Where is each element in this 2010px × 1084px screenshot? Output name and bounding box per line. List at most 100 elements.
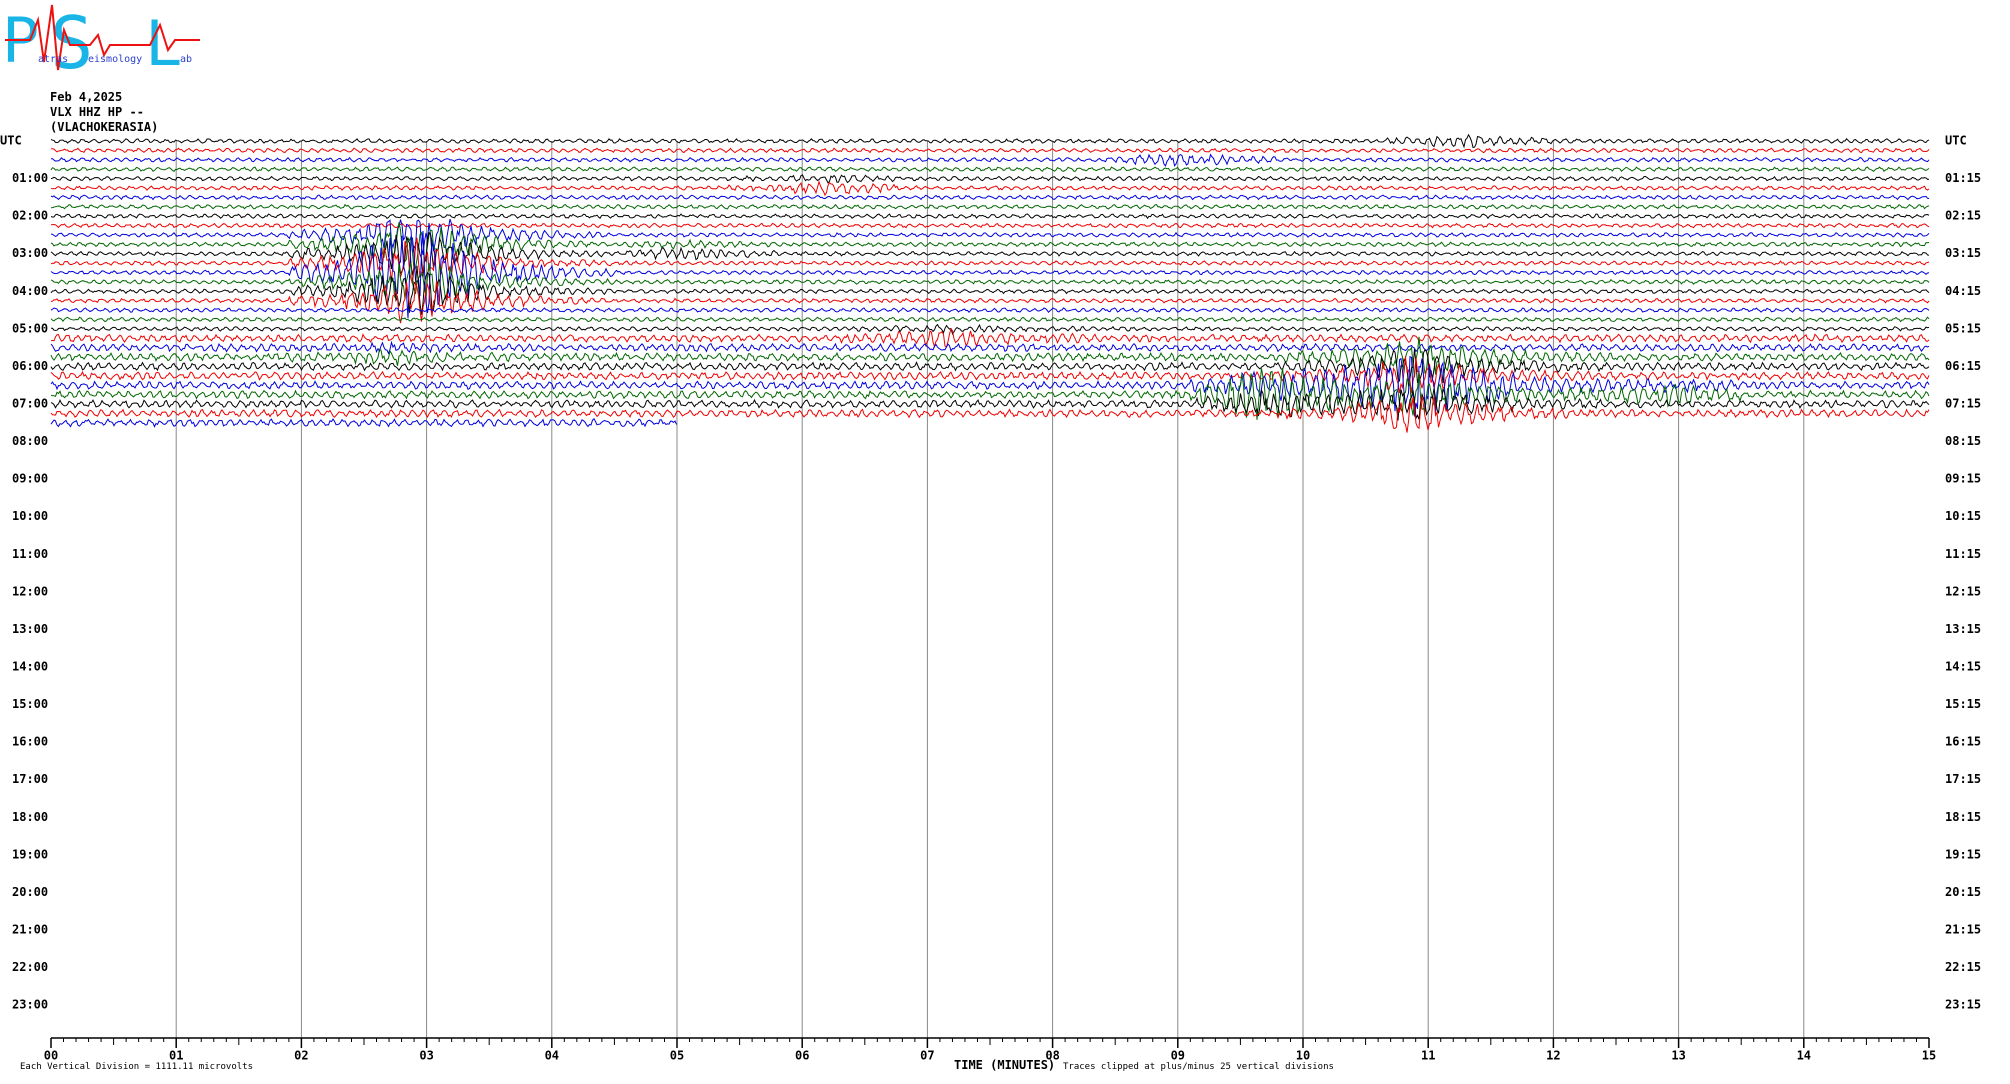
right-time-label: 13:15 (1945, 622, 1981, 636)
left-time-label: 22:00 (12, 960, 48, 974)
x-tick-label: 05 (670, 1049, 684, 1063)
seismic-trace (50, 222, 1930, 270)
seismic-trace (50, 367, 1930, 420)
seismic-trace (50, 237, 1930, 284)
logo-word: ab (180, 54, 192, 65)
seismic-trace (50, 316, 1930, 323)
left-time-label: 03:00 (12, 246, 48, 260)
logo-word: eismology (88, 54, 142, 65)
seismic-trace (50, 180, 1930, 197)
seismic-trace (50, 218, 1930, 255)
right-time-label: 10:15 (1945, 509, 1981, 523)
x-tick-label: 15 (1922, 1049, 1936, 1063)
left-time-label: 04:00 (12, 284, 48, 298)
left-time-label: 14:00 (12, 659, 48, 673)
right-time-label: 07:15 (1945, 396, 1981, 410)
right-time-label: 05:15 (1945, 321, 1981, 335)
logo-wave (5, 4, 200, 71)
right-time-label: 21:15 (1945, 922, 1981, 936)
right-time-label: 20:15 (1945, 885, 1981, 899)
left-time-label: 20:00 (12, 885, 48, 899)
seismic-trace (50, 336, 1930, 378)
left-time-label: 16:00 (12, 735, 48, 749)
left-time-label: 13:00 (12, 622, 48, 636)
left-time-label: 10:00 (12, 509, 48, 523)
seismic-trace (50, 133, 1930, 149)
x-tick-label: 03 (419, 1049, 433, 1063)
left-time-label: 15:00 (12, 697, 48, 711)
right-time-label: 02:15 (1945, 209, 1981, 223)
x-tick-label: 08 (1045, 1049, 1059, 1063)
seismic-trace (50, 213, 1930, 220)
footer-right: Traces clipped at plus/minus 25 vertical… (1063, 1062, 1334, 1072)
left-time-label: 18:00 (12, 810, 48, 824)
seismic-trace (50, 153, 1930, 167)
right-time-label: 16:15 (1945, 735, 1981, 749)
seismic-trace (50, 265, 1930, 315)
logo: P S L atras eismology ab (2, 1, 200, 85)
right-time-label: 04:15 (1945, 284, 1981, 298)
left-time-label: UTC (0, 134, 22, 148)
location: (VLACHOKERASIA) (50, 120, 158, 134)
seismic-trace (50, 327, 1930, 349)
seismic-trace (50, 348, 1930, 387)
x-tick-label: 13 (1671, 1049, 1685, 1063)
left-time-label: 07:00 (12, 396, 48, 410)
seismic-trace (50, 280, 1930, 324)
seismic-trace (50, 388, 1930, 421)
right-time-label: 23:15 (1945, 998, 1981, 1012)
date: Feb 4,2025 (50, 90, 122, 104)
left-time-label: 17:00 (12, 772, 48, 786)
x-tick-label: 07 (920, 1049, 934, 1063)
right-time-label: UTC (1945, 134, 1967, 148)
x-tick-label: 10 (1296, 1049, 1310, 1063)
x-tick-label: 04 (545, 1049, 559, 1063)
x-tick-label: 09 (1171, 1049, 1185, 1063)
seismic-trace (50, 166, 1930, 173)
right-time-label: 12:15 (1945, 584, 1981, 598)
seismic-trace (50, 417, 677, 428)
right-time-label: 11:15 (1945, 547, 1981, 561)
right-time-label: 03:15 (1945, 246, 1981, 260)
seismic-trace (50, 307, 1930, 313)
seismic-trace (50, 194, 1930, 201)
footer-left: Each Vertical Division = 1111.11 microvo… (20, 1062, 253, 1072)
right-time-label: 17:15 (1945, 772, 1981, 786)
right-time-label: 08:15 (1945, 434, 1981, 448)
left-time-label: 05:00 (12, 321, 48, 335)
left-time-label: 23:00 (12, 998, 48, 1012)
grid (50, 141, 1930, 1048)
x-axis-title: TIME (MINUTES) (954, 1058, 1055, 1072)
x-tick-label: 11 (1421, 1049, 1435, 1063)
logo-word: atras (38, 54, 68, 65)
x-tick-label: 01 (169, 1049, 183, 1063)
right-time-label: 14:15 (1945, 659, 1981, 673)
logo-letter: S (50, 1, 93, 85)
x-tick-label: 12 (1546, 1049, 1560, 1063)
labels: 00 01 02 03 04 05 06 07 08 09 10 11 12 13 14 15 UTC 01:00… (0, 134, 1981, 1063)
seismic-trace (50, 340, 1930, 355)
left-time-label: 06:00 (12, 359, 48, 373)
left-time-label: 21:00 (12, 922, 48, 936)
right-time-label: 15:15 (1945, 697, 1981, 711)
seismic-trace (50, 356, 1930, 394)
seismic-trace (51, 323, 1930, 336)
x-tick-label: 06 (795, 1049, 809, 1063)
right-time-label: 01:15 (1945, 171, 1981, 185)
x-tick-label: 02 (294, 1049, 308, 1063)
left-time-label: 19:00 (12, 847, 48, 861)
seismic-trace (50, 174, 1930, 184)
x-tick-label: 14 (1797, 1049, 1811, 1063)
left-time-label: 12:00 (12, 584, 48, 598)
right-time-label: 09:15 (1945, 472, 1981, 486)
left-time-label: 02:00 (12, 209, 48, 223)
seismic-trace (50, 147, 1930, 154)
left-time-label: 09:00 (12, 472, 48, 486)
right-time-label: 22:15 (1945, 960, 1981, 974)
right-time-label: 18:15 (1945, 810, 1981, 824)
left-time-label: 08:00 (12, 434, 48, 448)
left-time-label: 11:00 (12, 547, 48, 561)
seismic-trace (50, 230, 1930, 319)
seismic-trace (50, 203, 1930, 210)
